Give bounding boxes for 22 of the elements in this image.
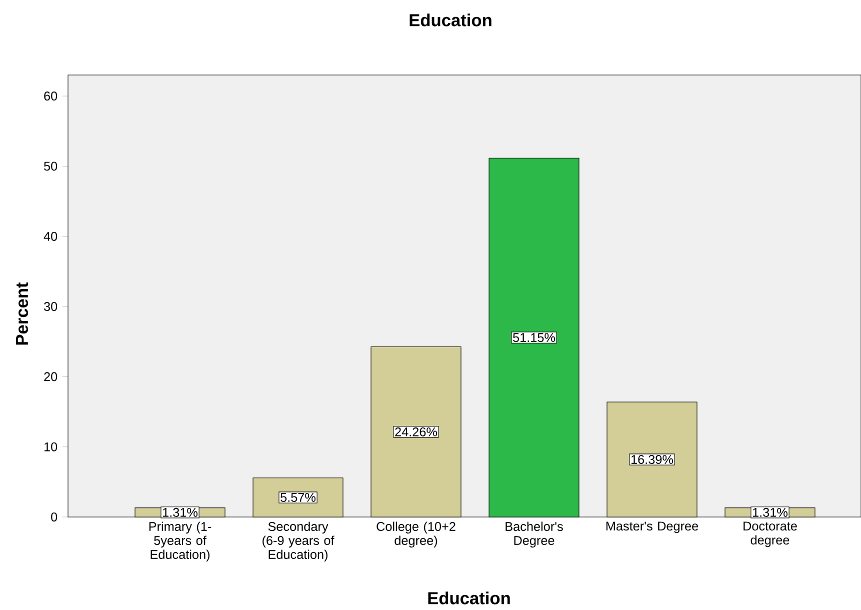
y-tick-label: 0 xyxy=(51,512,58,522)
data-label: 1.31% xyxy=(163,508,198,517)
y-tick-label: 60 xyxy=(44,92,58,101)
y-tick-label: 40 xyxy=(44,232,58,241)
x-tick-label: College (10+2 degree) xyxy=(376,522,456,548)
x-tick-label: Bachelor's Degree xyxy=(506,522,563,548)
x-axis-title: Education xyxy=(428,592,510,604)
y-tick-label: 50 xyxy=(44,162,58,171)
y-tick-label: 30 xyxy=(44,302,58,311)
x-tick-label: Secondary (6-9 years of Education) xyxy=(262,522,334,562)
chart-title: Education xyxy=(410,14,492,26)
data-label: 51.15% xyxy=(513,333,556,342)
x-tick-label: Master's Degree xyxy=(606,522,698,534)
data-label: 5.57% xyxy=(280,492,316,502)
x-tick-label: Doctorate degree xyxy=(744,522,797,548)
y-tick-label: 20 xyxy=(44,372,58,382)
data-label: 16.39% xyxy=(631,455,674,464)
y-axis-title: Percent xyxy=(16,282,28,345)
data-label: 1.31% xyxy=(753,508,788,517)
x-tick-label: Primary (1-5years of Education) xyxy=(149,522,212,562)
y-tick-label: 10 xyxy=(44,442,58,452)
data-label: 24.26% xyxy=(395,427,438,436)
